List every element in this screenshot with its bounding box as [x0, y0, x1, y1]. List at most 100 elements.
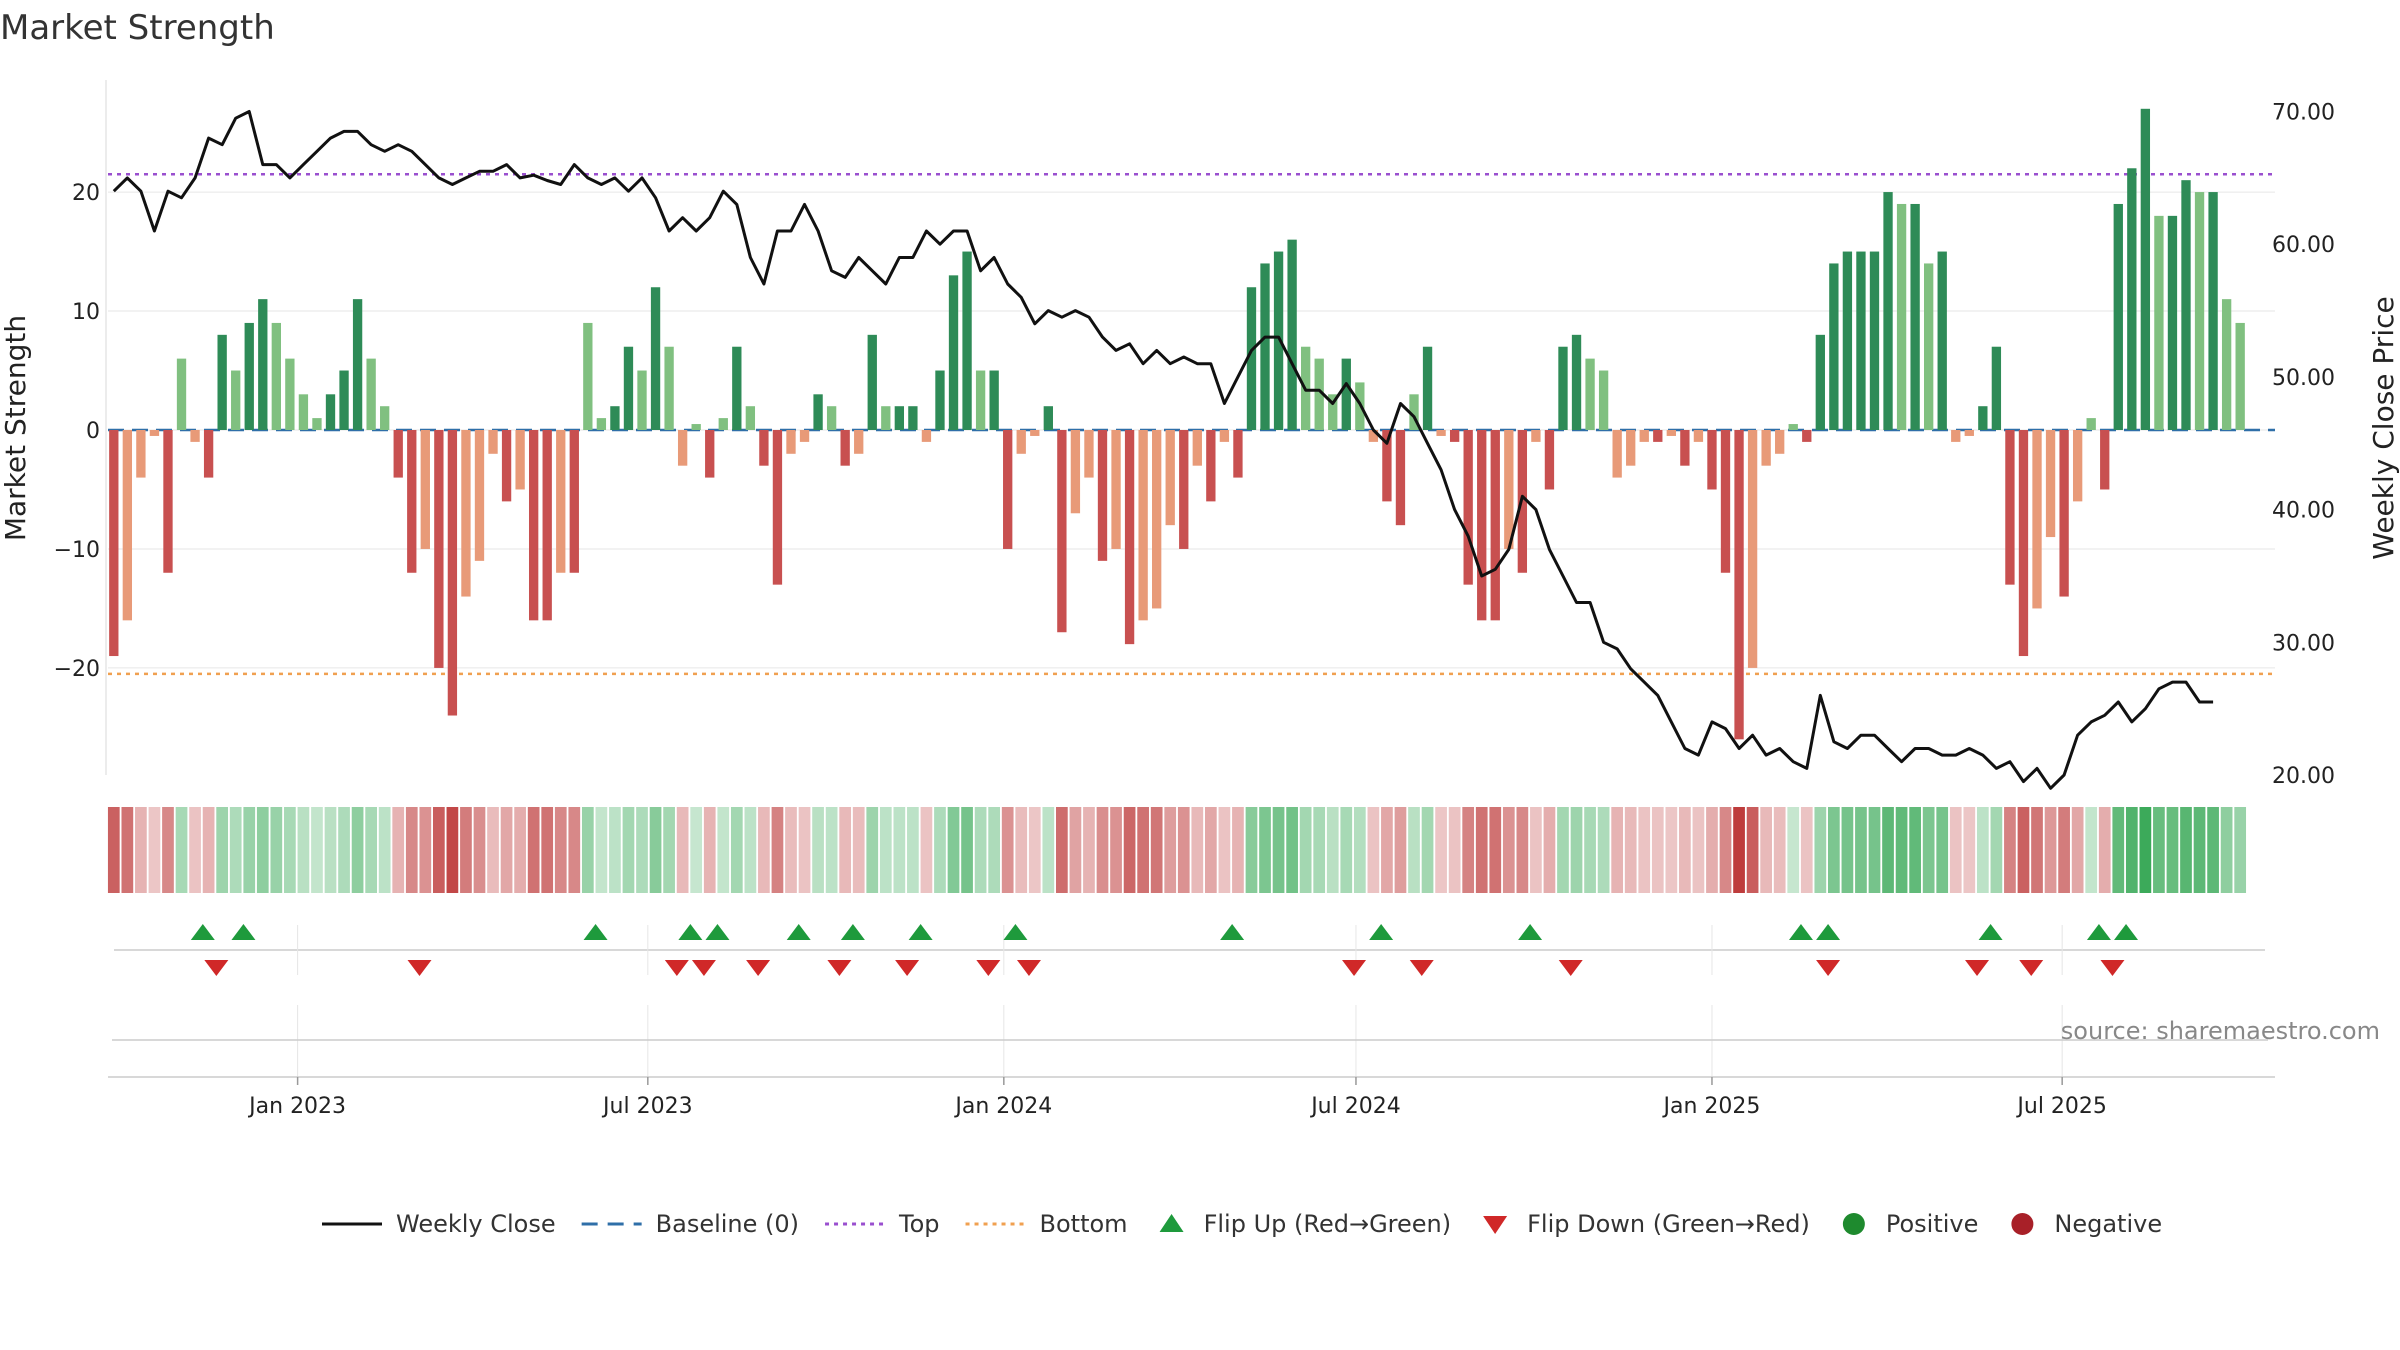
right-y-tick-label: 50.00 — [2272, 366, 2335, 391]
state-strip-cell — [1150, 807, 1163, 893]
state-strip-cell — [1137, 807, 1149, 893]
state-strip-cell — [189, 807, 201, 893]
strength-bar — [962, 251, 972, 430]
x-tick-label: Jan 2023 — [247, 1094, 346, 1119]
strength-bar — [393, 430, 403, 478]
state-strip-cell — [1895, 807, 1908, 893]
legend-label: Flip Down (Green→Red) — [1527, 1210, 1810, 1238]
state-strip-cell — [1679, 807, 1691, 893]
strength-bar — [1720, 430, 1731, 573]
strength-bar — [2140, 108, 2151, 431]
state-strip-cell — [1218, 807, 1231, 893]
state-strip-cell — [609, 807, 621, 893]
strength-bar — [1788, 424, 1798, 430]
strength-bar — [1328, 394, 1338, 430]
strength-bar — [231, 370, 241, 430]
state-strip-cell — [270, 807, 283, 893]
strength-bar — [623, 346, 634, 430]
flip-up-marker — [1003, 924, 1028, 940]
state-strip-cell — [785, 807, 797, 893]
right-y-axis-label: Weekly Close Price — [2367, 296, 2400, 559]
legend-swatch — [2011, 1213, 2034, 1235]
strength-bar — [1219, 430, 1230, 442]
strength-bar — [163, 430, 173, 573]
state-strip-cell — [1557, 807, 1569, 893]
strength-bar — [1003, 430, 1013, 549]
strength-bar — [501, 430, 512, 502]
state-strip-cell — [730, 807, 743, 893]
state-strip-cell — [1922, 807, 1935, 893]
left-y-tick-label: 0 — [86, 419, 100, 444]
state-strip-cell — [1949, 807, 1962, 893]
strength-bar — [2154, 215, 2164, 430]
strength-bar — [1653, 430, 1663, 442]
state-strip-cell — [1232, 807, 1244, 893]
right-y-tick-label: 20.00 — [2272, 764, 2335, 789]
strength-bar — [1666, 430, 1676, 436]
state-strip-cell — [1299, 807, 1312, 893]
state-strip-cell — [1123, 807, 1136, 893]
state-strip-cell — [1638, 807, 1651, 893]
state-strip-cell — [311, 807, 323, 893]
strength-bar — [2018, 430, 2029, 657]
left-y-axis-label: Market Strength — [0, 315, 32, 541]
legend-label: Top — [898, 1210, 940, 1238]
strength-bar — [948, 275, 959, 430]
flip-down-marker — [2100, 960, 2125, 976]
state-strip-cell — [961, 807, 973, 893]
legend-swatch — [1159, 1214, 1184, 1232]
strength-bar — [1287, 239, 1297, 430]
state-strip-cell — [1760, 807, 1772, 893]
strength-bar — [190, 430, 200, 442]
state-strip-cell — [1814, 807, 1827, 893]
state-strip-cell — [202, 807, 215, 893]
strength-bar — [1531, 430, 1541, 442]
strength-bar — [894, 406, 905, 430]
strength-bar — [921, 430, 932, 442]
state-strip-cell — [690, 807, 703, 893]
state-strip — [107, 807, 2247, 893]
state-strip-cell — [1963, 807, 1976, 893]
state-strip-cell — [1855, 807, 1867, 893]
state-strip-cell — [2125, 807, 2138, 893]
flip-up-marker — [1518, 924, 1543, 940]
strength-bar — [1856, 251, 1866, 430]
left-y-tick-label: 10 — [72, 300, 100, 325]
state-strip-cell — [744, 807, 757, 893]
flip-up-marker — [2086, 924, 2111, 940]
state-strip-cell — [581, 807, 594, 893]
strength-bar — [285, 358, 295, 430]
state-strip-cell — [1787, 807, 1800, 893]
state-strip-cell — [1083, 807, 1095, 893]
strength-bar — [1138, 430, 1148, 621]
strength-bar — [1246, 287, 1257, 430]
state-strip-cell — [1394, 807, 1407, 893]
strength-bar — [1179, 430, 1189, 549]
state-strip-cell — [1909, 807, 1921, 893]
strength-bar — [1070, 430, 1081, 514]
strength-bar — [1341, 358, 1351, 430]
strength-bar — [1314, 358, 1324, 430]
strength-bar — [298, 394, 309, 430]
state-strip-cell — [568, 807, 581, 893]
strength-bar — [1260, 263, 1270, 430]
strength-bar — [1273, 251, 1284, 430]
state-strip-cell — [1570, 807, 1583, 893]
strength-bar — [271, 322, 281, 430]
strength-bar — [366, 358, 376, 430]
state-strip-cell — [338, 807, 350, 893]
state-strip-cell — [758, 807, 770, 893]
right-y-tick-label: 60.00 — [2272, 233, 2335, 258]
strength-bar — [610, 406, 620, 430]
state-strip-cell — [852, 807, 865, 893]
strength-bar — [122, 430, 133, 621]
state-strip-cell — [866, 807, 879, 893]
state-strip-cell — [2044, 807, 2057, 893]
legend-item: Negative — [2011, 1210, 2162, 1238]
flip-up-marker — [1978, 924, 2003, 940]
flip-down-marker — [1409, 960, 1434, 976]
weekly-close-line — [112, 110, 2214, 790]
state-strip-cell — [378, 807, 391, 893]
flip-down-marker — [976, 960, 1001, 976]
